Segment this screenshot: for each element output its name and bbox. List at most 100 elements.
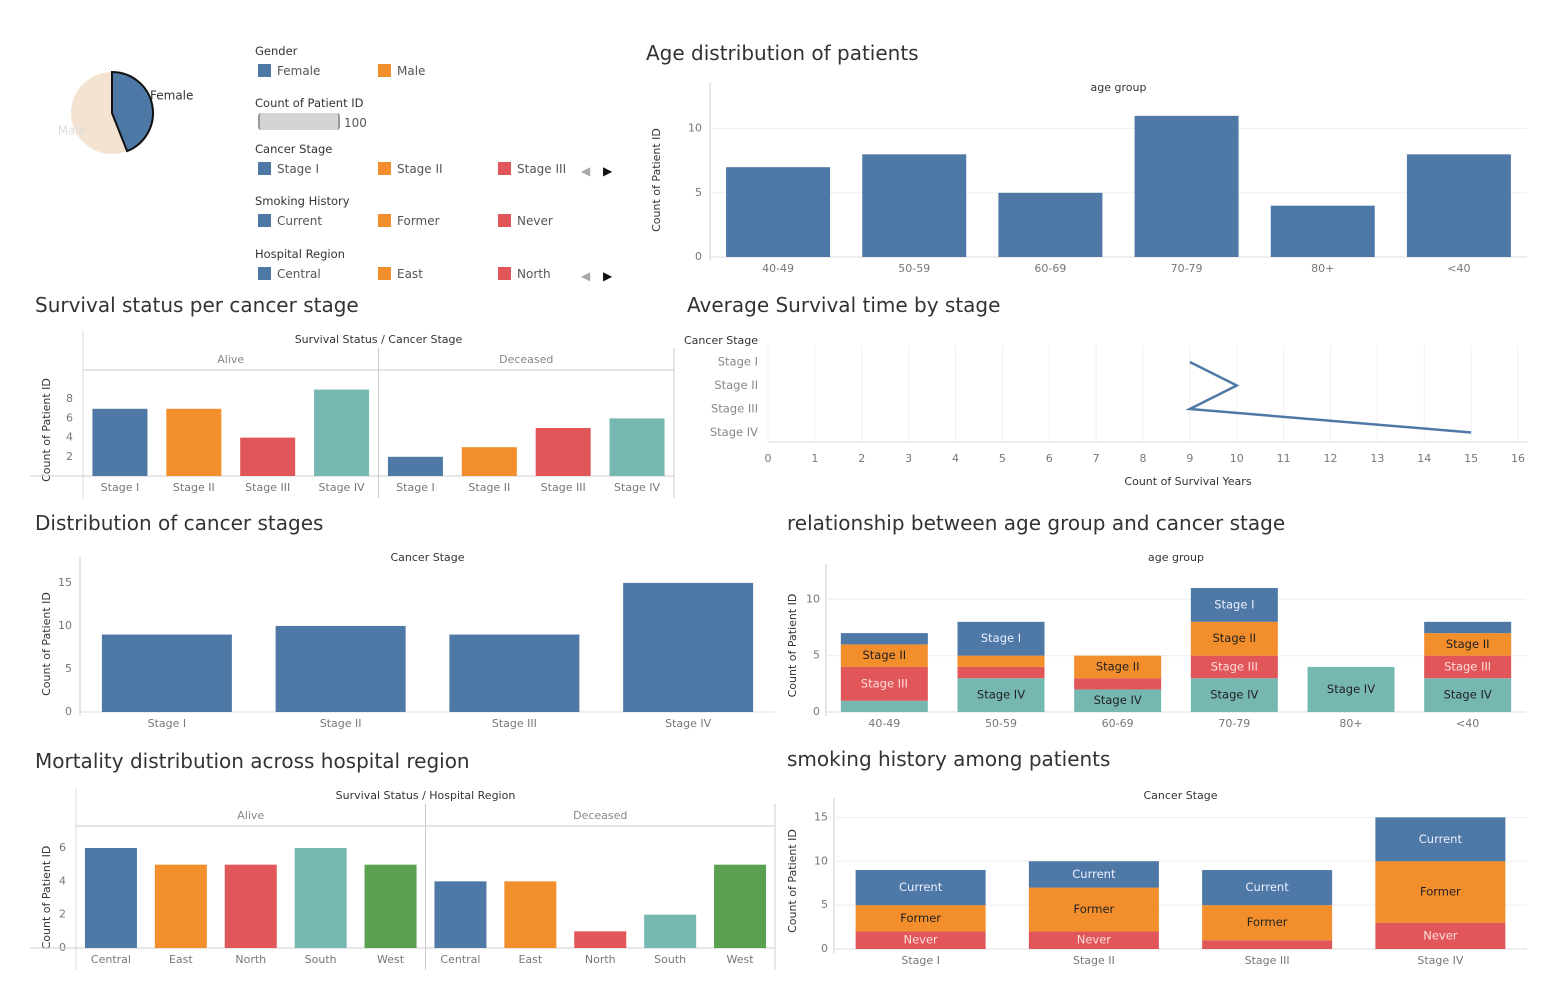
pie-slice-female	[111, 70, 154, 153]
y-tick-label: 5	[65, 662, 72, 675]
bar-alive-stage-ii	[166, 408, 222, 476]
x-tick-label: Stage IV	[319, 481, 366, 494]
x-tick-label: 7	[1093, 452, 1100, 465]
segment-label: Never	[903, 933, 938, 947]
bar-segment-40-49-stage-i	[840, 633, 928, 645]
segment-label: Current	[1419, 832, 1463, 846]
x-tick-label: 40-49	[868, 717, 900, 730]
bar-stage-iii	[449, 634, 580, 712]
chart-header: age group	[1091, 81, 1147, 94]
segment-label: Stage IV	[977, 688, 1025, 702]
survival-line	[1185, 360, 1472, 434]
x-tick-label: East	[518, 953, 542, 966]
x-tick-label: 5	[999, 452, 1006, 465]
bar-alive-central	[84, 848, 137, 948]
legend-item-north[interactable]: North	[498, 267, 551, 281]
segment-label: Never	[1423, 928, 1458, 942]
x-tick-label: Stage III	[1245, 954, 1290, 967]
y-axis-label: Count of Patient ID	[650, 128, 663, 232]
bar-alive-west	[364, 864, 417, 948]
legend-item-stage-iii[interactable]: Stage III	[498, 162, 566, 176]
bar-stage-i	[101, 634, 232, 712]
legend-item-former[interactable]: Former	[378, 214, 440, 228]
segment-label: Former	[900, 911, 941, 925]
segment-label: Stage IV	[1094, 693, 1142, 707]
bar-60-69	[998, 192, 1103, 257]
segment-label: Stage III	[1211, 659, 1258, 673]
row-label: Stage I	[718, 355, 758, 369]
segment-label: Stage II	[1096, 659, 1140, 673]
caret-right-icon[interactable]: ▶	[603, 269, 613, 283]
pie-slice-male	[70, 72, 128, 154]
y-tick-label: 10	[814, 854, 828, 867]
legend-gender-title: Gender	[255, 44, 298, 58]
y-tick-label: 0	[65, 705, 72, 718]
bar-segment-stage-ii-current	[1028, 861, 1159, 888]
y-tick-label: 0	[695, 250, 702, 263]
smoking-history-chart: Cancer Stage Count of Patient ID 0 5 10 15 Nev…	[786, 789, 1527, 967]
y-tick-label: 4	[66, 431, 73, 444]
chart-header: age group	[1148, 551, 1204, 564]
y-tick-label: 15	[58, 576, 72, 589]
caret-right-icon[interactable]: ▶	[603, 164, 613, 178]
row-label: Stage IV	[710, 425, 758, 439]
legend-item-male[interactable]: Male	[378, 64, 425, 78]
bar-segment-stage-ii-former	[1028, 887, 1159, 932]
segment-label: Former	[1420, 884, 1461, 898]
x-tick-label: 70-79	[1218, 717, 1250, 730]
x-tick-label: 60-69	[1034, 262, 1066, 275]
x-tick-label: East	[169, 953, 193, 966]
segment-label: Stage III	[1444, 659, 1491, 673]
legend-item-central[interactable]: Central	[258, 267, 321, 281]
segment-label: Stage IV	[1210, 688, 1258, 702]
caret-left-icon[interactable]: ◀	[581, 269, 591, 283]
y-tick-label: 0	[813, 705, 820, 718]
bar-alive-stage-i	[92, 408, 148, 476]
x-tick-label: 4	[952, 452, 959, 465]
x-tick-label: <40	[1456, 717, 1479, 730]
title-mortality-region: Mortality distribution across hospital r…	[35, 749, 470, 773]
bar-segment-stage-iii-current	[1202, 870, 1333, 906]
caret-left-icon[interactable]: ◀	[581, 164, 591, 178]
x-tick-label: 80+	[1339, 717, 1362, 730]
bar-segment-60-69-stage-iii	[1074, 678, 1162, 690]
legend-item-current[interactable]: Current	[258, 214, 322, 228]
bar-segment-50-59-stage-iv	[957, 678, 1045, 712]
legend-item-stage-i[interactable]: Stage I	[258, 162, 319, 176]
count-size-swatch	[258, 113, 340, 130]
x-tick-label: Central	[440, 953, 480, 966]
panel-label-alive: Alive	[217, 353, 244, 366]
y-tick-label: 10	[58, 619, 72, 632]
y-tick-label: 0	[821, 942, 828, 955]
bar-segment-70-79-stage-i	[1190, 588, 1278, 622]
legend-item-east[interactable]: East	[378, 267, 423, 281]
bar-segment-70-79-stage-iii	[1190, 655, 1278, 679]
x-tick-label: 2	[858, 452, 865, 465]
legend-item-stage-ii[interactable]: Stage II	[378, 162, 443, 176]
bar-segment-stage-iii-former	[1202, 905, 1333, 941]
title-survival-status: Survival status per cancer stage	[35, 293, 359, 317]
x-tick-label: 12	[1324, 452, 1338, 465]
bar-segment-60-69-stage-iv	[1074, 689, 1162, 712]
bar-40-49	[726, 167, 831, 257]
bar-segment-stage-i-current	[855, 870, 986, 906]
x-tick-label: Stage II	[173, 481, 215, 494]
y-tick-label: 2	[66, 450, 73, 463]
bar-segment-50-59-stage-ii	[957, 655, 1045, 667]
legend-item-never[interactable]: Never	[498, 214, 553, 228]
x-tick-label: Central	[91, 953, 131, 966]
segment-label: Stage I	[1214, 597, 1254, 611]
legend-item-female[interactable]: Female	[258, 64, 320, 78]
row-header: Cancer Stage	[684, 334, 758, 347]
x-axis-label: Count of Survival Years	[1124, 475, 1251, 488]
segment-label: Current	[1072, 867, 1116, 881]
x-tick-label: West	[377, 953, 405, 966]
x-tick-label: North	[235, 953, 266, 966]
bar-deceased-stage-i	[387, 456, 443, 476]
bar-segment-stage-iv-current	[1375, 817, 1506, 862]
x-tick-label: 50-59	[985, 717, 1017, 730]
row-label: Stage III	[711, 402, 758, 416]
panel-label-deceased: Deceased	[499, 353, 553, 366]
y-axis-label: Count of Patient ID	[786, 829, 799, 933]
